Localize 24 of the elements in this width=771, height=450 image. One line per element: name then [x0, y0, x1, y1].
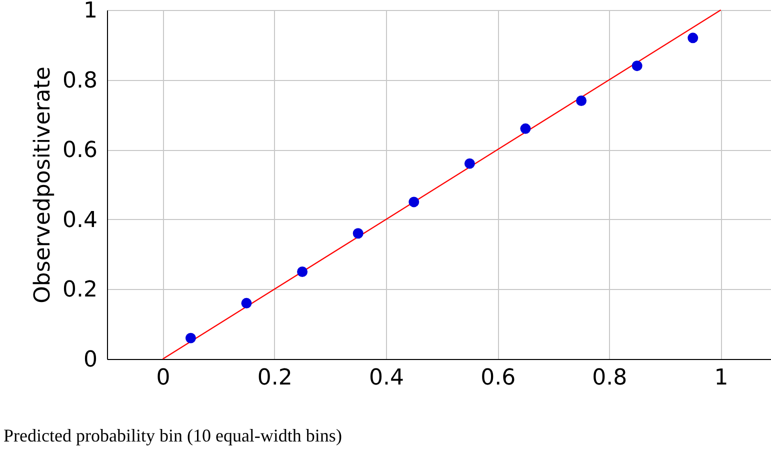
point: [185, 332, 196, 344]
point: [576, 96, 587, 106]
y-tick-label: 1: [84, 0, 98, 24]
x-tick-label: 0.6: [480, 366, 516, 390]
x-axis-title: Predicted probability bin (10 equal-width bins): [4, 426, 342, 446]
y-tick-label: 0.4: [62, 208, 98, 233]
point: [632, 60, 642, 72]
x-tick-label: 0.2: [257, 366, 292, 390]
point: [241, 298, 252, 308]
point: [464, 158, 475, 169]
x-tick-label: 1: [714, 366, 728, 390]
point: [520, 123, 531, 134]
y-tick-label: 0.6: [62, 138, 98, 164]
y-tick-label: 0.8: [62, 68, 98, 94]
point: [408, 196, 420, 208]
x-tick-label: 0.4: [368, 366, 404, 390]
y-tick-label: 0.2: [62, 278, 98, 303]
x-tick-label: 0.8: [592, 366, 628, 390]
point: [688, 32, 698, 44]
y-tick-label: 0: [84, 348, 98, 372]
y-axis-title: Observedpositiverate: [30, 66, 56, 304]
x-tick-label: 0: [156, 366, 170, 390]
point: [297, 266, 308, 277]
point: [352, 228, 364, 239]
